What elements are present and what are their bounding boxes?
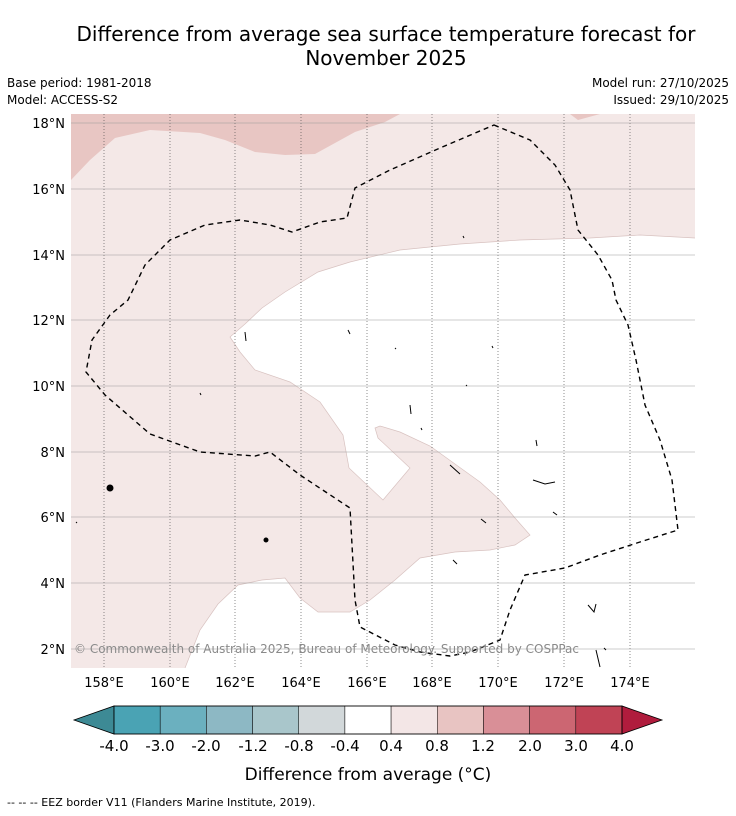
lon-label: 174°E bbox=[610, 676, 650, 691]
islands bbox=[75, 235, 607, 668]
map-credit: © Commonwealth of Australia 2025, Bureau… bbox=[74, 642, 579, 656]
title-line-2: November 2025 bbox=[305, 46, 467, 70]
colorbar-tick: -1.2 bbox=[238, 737, 267, 755]
colorbar-cell bbox=[529, 705, 577, 735]
colorbar-cell bbox=[483, 705, 530, 735]
colorbar-tick: -0.8 bbox=[284, 737, 313, 755]
colorbar-ticks: -4.0 -3.0 -2.0 -1.2 -0.8 -0.4 0.4 0.8 1.… bbox=[99, 737, 634, 755]
gridlines bbox=[71, 114, 695, 668]
lon-label: 168°E bbox=[412, 676, 452, 691]
lat-label: 6°N bbox=[41, 511, 66, 526]
issued-date: Issued: 29/10/2025 bbox=[613, 93, 729, 107]
lon-label: 162°E bbox=[215, 676, 255, 691]
colorbar-tick: -0.4 bbox=[330, 737, 359, 755]
model-run: Model run: 27/10/2025 bbox=[591, 76, 729, 90]
title-line-1: Difference from average sea surface temp… bbox=[76, 22, 696, 46]
colorbar-max-arrow bbox=[621, 705, 664, 735]
anomaly-band-0.8-1.2 bbox=[71, 114, 400, 180]
lon-label: 160°E bbox=[150, 676, 190, 691]
chart-title: Difference from average sea surface temp… bbox=[40, 22, 732, 70]
meta-right: Model run: 27/10/2025 Issued: 29/10/2025 bbox=[592, 75, 729, 109]
lat-label: 10°N bbox=[32, 380, 65, 395]
colorbar: -4.0 -3.0 -2.0 -1.2 -0.8 -0.4 0.4 0.8 1.… bbox=[72, 705, 664, 785]
colorbar-tick: 1.2 bbox=[471, 737, 495, 755]
lon-label: 172°E bbox=[544, 676, 584, 691]
lat-axis: 18°N 16°N 14°N 12°N 10°N 8°N 6°N 4°N 2°N bbox=[32, 117, 65, 658]
meta-left: Base period: 1981-2018 Model: ACCESS-S2 bbox=[7, 75, 152, 109]
lon-label: 166°E bbox=[347, 676, 387, 691]
colorbar-label: Difference from average (°C) bbox=[245, 765, 492, 785]
band-outline bbox=[184, 234, 695, 668]
lon-label: 170°E bbox=[478, 676, 518, 691]
lon-label: 158°E bbox=[84, 676, 124, 691]
eez-footnote: -- -- -- EEZ border V11 (Flanders Marine… bbox=[7, 796, 316, 809]
colorbar-tick: 0.4 bbox=[379, 737, 403, 755]
colorbar-min-arrow bbox=[72, 705, 115, 735]
lat-label: 4°N bbox=[41, 577, 66, 592]
colorbar-cell bbox=[575, 705, 623, 735]
colorbar-tick: -3.0 bbox=[145, 737, 174, 755]
lat-label: 16°N bbox=[32, 183, 65, 198]
neutral-region bbox=[185, 235, 695, 668]
lon-axis: 158°E 160°E 162°E 164°E 166°E 168°E 170°… bbox=[84, 676, 650, 691]
colorbar-tick: 4.0 bbox=[610, 737, 634, 755]
colorbar-cell bbox=[344, 705, 392, 735]
colorbar-tick: 0.8 bbox=[425, 737, 449, 755]
colorbar-tick: 2.0 bbox=[518, 737, 542, 755]
colorbar-cells bbox=[113, 705, 623, 735]
colorbar-cell bbox=[113, 705, 161, 735]
lat-label: 14°N bbox=[32, 249, 65, 264]
colorbar-tick: 3.0 bbox=[564, 737, 588, 755]
colorbar-cell bbox=[298, 705, 346, 735]
model-name: Model: ACCESS-S2 bbox=[7, 93, 119, 107]
colorbar-cell bbox=[252, 705, 299, 735]
lat-label: 2°N bbox=[41, 643, 66, 658]
lon-label: 164°E bbox=[281, 676, 321, 691]
lat-label: 12°N bbox=[32, 314, 65, 329]
colorbar-cell bbox=[159, 705, 207, 735]
colorbar-tick: -2.0 bbox=[191, 737, 220, 755]
colorbar-cell bbox=[206, 705, 253, 735]
lat-label: 18°N bbox=[32, 117, 65, 132]
colorbar-frame bbox=[113, 705, 623, 735]
map-panel: © Commonwealth of Australia 2025, Bureau… bbox=[71, 114, 695, 668]
colorbar-cell bbox=[390, 705, 438, 735]
base-period: Base period: 1981-2018 bbox=[7, 76, 152, 90]
anomaly-band-0.8-1.2-topright bbox=[570, 114, 600, 120]
eez-border bbox=[85, 124, 679, 657]
colorbar-tick: -4.0 bbox=[99, 737, 128, 755]
colorbar-cell bbox=[437, 705, 484, 735]
lat-label: 8°N bbox=[41, 446, 66, 461]
